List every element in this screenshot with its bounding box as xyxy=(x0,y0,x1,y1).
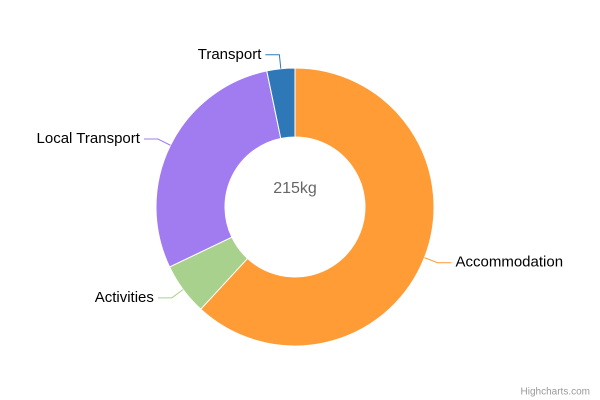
slice xyxy=(266,67,296,140)
slice-label: Activities xyxy=(95,289,154,306)
slice-label: Accommodation xyxy=(456,254,564,271)
connector xyxy=(157,289,184,299)
slice xyxy=(200,67,435,347)
connector xyxy=(265,54,282,69)
slice xyxy=(155,70,282,268)
slice-label: Transport xyxy=(198,46,262,63)
credits[interactable]: Highcharts.com xyxy=(521,387,590,398)
connector xyxy=(424,257,452,264)
center-label: 215kg xyxy=(273,180,317,197)
connector xyxy=(143,138,171,146)
slice-label: Local Transport xyxy=(37,130,141,147)
